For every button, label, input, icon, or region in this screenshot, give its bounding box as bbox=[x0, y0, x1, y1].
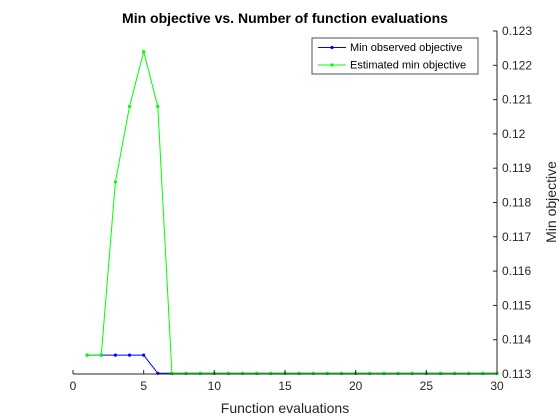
data-point-min-observed bbox=[142, 353, 146, 357]
y-tick-label: 0.113 bbox=[502, 367, 531, 381]
legend-label-estimated-min: Estimated min objective bbox=[350, 60, 466, 72]
y-tick-label: 0.121 bbox=[502, 93, 532, 107]
data-point-estimated-min bbox=[113, 180, 117, 184]
y-tick-label: 0.114 bbox=[502, 333, 531, 347]
y-tick-label: 0.117 bbox=[502, 230, 531, 244]
data-point-estimated-min bbox=[99, 353, 103, 357]
x-tick-label: 0 bbox=[70, 379, 77, 393]
chart-title: Min objective vs. Number of function eva… bbox=[122, 10, 448, 26]
legend: Min observed objective Estimated min obj… bbox=[311, 37, 479, 75]
series-line-estimated-min bbox=[87, 51, 497, 374]
y-axis-label: Min objective bbox=[543, 161, 559, 243]
data-point-min-observed bbox=[127, 353, 132, 357]
legend-marker-min-observed bbox=[330, 45, 334, 50]
plot-area bbox=[73, 31, 497, 374]
x-tick-label: 10 bbox=[208, 379, 222, 393]
x-tick-label: 25 bbox=[420, 379, 434, 393]
y-tick-label: 0.12 bbox=[502, 127, 526, 141]
y-tick-label: 0.115 bbox=[502, 298, 531, 312]
y-tick-label: 0.119 bbox=[502, 161, 531, 175]
data-point-estimated-min bbox=[142, 49, 146, 54]
x-tick-label: 20 bbox=[349, 379, 363, 393]
legend-label-min-observed: Min observed objective bbox=[350, 42, 463, 54]
data-point-min-observed bbox=[113, 353, 117, 357]
x-ticks: 0 5 10 15 20 25 30 bbox=[70, 370, 504, 393]
y-tick-label: 0.116 bbox=[502, 264, 531, 278]
legend-box bbox=[311, 37, 479, 75]
y-tick-label: 0.118 bbox=[502, 196, 531, 210]
legend-marker-estimated-min bbox=[330, 63, 334, 67]
x-tick-label: 30 bbox=[490, 379, 504, 393]
x-axis-label: Function evaluations bbox=[221, 400, 349, 416]
y-ticks: 0.113 0.114 0.115 0.116 0.117 0.118 0.119 0.12 0… bbox=[493, 24, 532, 381]
x-tick-label: 15 bbox=[278, 379, 292, 393]
data-point-estimated-min bbox=[85, 353, 89, 357]
y-tick-label: 0.122 bbox=[502, 58, 532, 72]
x-tick-label: 5 bbox=[140, 379, 147, 393]
data-point-estimated-min bbox=[127, 104, 132, 109]
y-tick-label: 0.123 bbox=[502, 24, 532, 38]
data-point-estimated-min bbox=[156, 104, 160, 109]
